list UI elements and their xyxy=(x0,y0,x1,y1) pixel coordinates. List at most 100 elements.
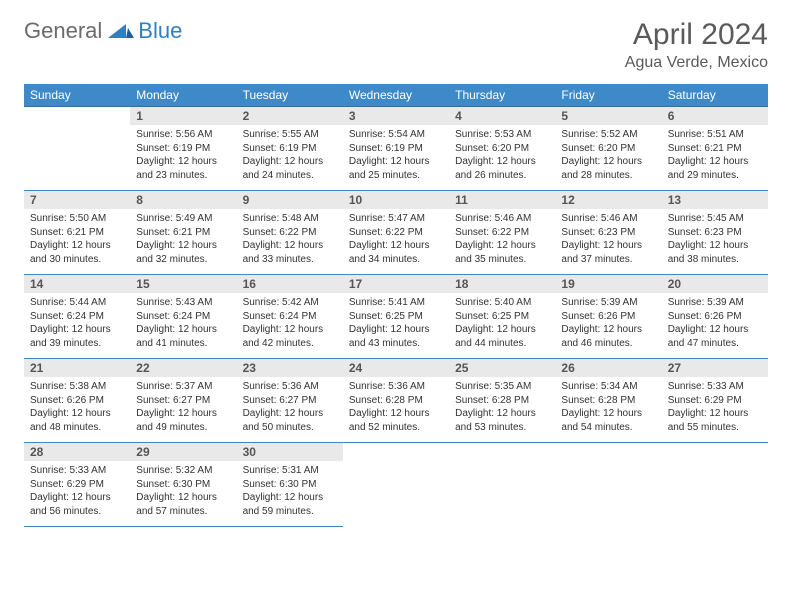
day-details: Sunrise: 5:56 AMSunset: 6:19 PMDaylight:… xyxy=(130,125,236,188)
calendar-cell: .. xyxy=(449,443,555,527)
day-number: 14 xyxy=(24,275,130,293)
day-number: 10 xyxy=(343,191,449,209)
day-details: Sunrise: 5:55 AMSunset: 6:19 PMDaylight:… xyxy=(237,125,343,188)
day-details: Sunrise: 5:49 AMSunset: 6:21 PMDaylight:… xyxy=(130,209,236,272)
day-number: 23 xyxy=(237,359,343,377)
day-details: Sunrise: 5:48 AMSunset: 6:22 PMDaylight:… xyxy=(237,209,343,272)
calendar-cell: .. xyxy=(24,107,130,191)
day-details: Sunrise: 5:36 AMSunset: 6:28 PMDaylight:… xyxy=(343,377,449,440)
calendar-cell: 6Sunrise: 5:51 AMSunset: 6:21 PMDaylight… xyxy=(662,107,768,191)
day-number: 22 xyxy=(130,359,236,377)
calendar-cell: 25Sunrise: 5:35 AMSunset: 6:28 PMDayligh… xyxy=(449,359,555,443)
calendar-cell: 19Sunrise: 5:39 AMSunset: 6:26 PMDayligh… xyxy=(555,275,661,359)
day-details: Sunrise: 5:39 AMSunset: 6:26 PMDaylight:… xyxy=(662,293,768,356)
weekday-header-row: Sunday Monday Tuesday Wednesday Thursday… xyxy=(24,84,768,107)
logo-triangle-icon xyxy=(108,20,134,43)
day-number: 6 xyxy=(662,107,768,125)
day-number: 20 xyxy=(662,275,768,293)
logo-text-general: General xyxy=(24,18,102,44)
day-number: 11 xyxy=(449,191,555,209)
title-block: April 2024 Agua Verde, Mexico xyxy=(625,18,768,72)
calendar-cell: 1Sunrise: 5:56 AMSunset: 6:19 PMDaylight… xyxy=(130,107,236,191)
calendar-row: 14Sunrise: 5:44 AMSunset: 6:24 PMDayligh… xyxy=(24,275,768,359)
day-number: 12 xyxy=(555,191,661,209)
day-number: 27 xyxy=(662,359,768,377)
calendar-cell: 26Sunrise: 5:34 AMSunset: 6:28 PMDayligh… xyxy=(555,359,661,443)
calendar-cell: 11Sunrise: 5:46 AMSunset: 6:22 PMDayligh… xyxy=(449,191,555,275)
day-number: 28 xyxy=(24,443,130,461)
header: General Blue April 2024 Agua Verde, Mexi… xyxy=(24,18,768,72)
day-number: 7 xyxy=(24,191,130,209)
day-number: 9 xyxy=(237,191,343,209)
calendar-row: 28Sunrise: 5:33 AMSunset: 6:29 PMDayligh… xyxy=(24,443,768,527)
day-number: 30 xyxy=(237,443,343,461)
day-details: Sunrise: 5:54 AMSunset: 6:19 PMDaylight:… xyxy=(343,125,449,188)
calendar-cell: 21Sunrise: 5:38 AMSunset: 6:26 PMDayligh… xyxy=(24,359,130,443)
calendar-cell: 14Sunrise: 5:44 AMSunset: 6:24 PMDayligh… xyxy=(24,275,130,359)
calendar-cell: 15Sunrise: 5:43 AMSunset: 6:24 PMDayligh… xyxy=(130,275,236,359)
weekday-header: Thursday xyxy=(449,84,555,107)
logo: General Blue xyxy=(24,18,182,44)
logo-text-blue: Blue xyxy=(138,18,182,44)
day-number: 17 xyxy=(343,275,449,293)
calendar-cell: 13Sunrise: 5:45 AMSunset: 6:23 PMDayligh… xyxy=(662,191,768,275)
day-number: 2 xyxy=(237,107,343,125)
day-details: Sunrise: 5:41 AMSunset: 6:25 PMDaylight:… xyxy=(343,293,449,356)
day-details: Sunrise: 5:33 AMSunset: 6:29 PMDaylight:… xyxy=(24,461,130,524)
day-number: 16 xyxy=(237,275,343,293)
day-details: Sunrise: 5:34 AMSunset: 6:28 PMDaylight:… xyxy=(555,377,661,440)
day-details: Sunrise: 5:31 AMSunset: 6:30 PMDaylight:… xyxy=(237,461,343,524)
day-details: Sunrise: 5:50 AMSunset: 6:21 PMDaylight:… xyxy=(24,209,130,272)
day-number: 5 xyxy=(555,107,661,125)
day-details: Sunrise: 5:32 AMSunset: 6:30 PMDaylight:… xyxy=(130,461,236,524)
calendar-cell: 5Sunrise: 5:52 AMSunset: 6:20 PMDaylight… xyxy=(555,107,661,191)
calendar-cell: 20Sunrise: 5:39 AMSunset: 6:26 PMDayligh… xyxy=(662,275,768,359)
day-details: Sunrise: 5:51 AMSunset: 6:21 PMDaylight:… xyxy=(662,125,768,188)
calendar-row: ..1Sunrise: 5:56 AMSunset: 6:19 PMDaylig… xyxy=(24,107,768,191)
calendar-cell: 18Sunrise: 5:40 AMSunset: 6:25 PMDayligh… xyxy=(449,275,555,359)
day-number: 4 xyxy=(449,107,555,125)
day-details: Sunrise: 5:38 AMSunset: 6:26 PMDaylight:… xyxy=(24,377,130,440)
month-title: April 2024 xyxy=(625,18,768,52)
calendar-cell: 30Sunrise: 5:31 AMSunset: 6:30 PMDayligh… xyxy=(237,443,343,527)
calendar-cell: 23Sunrise: 5:36 AMSunset: 6:27 PMDayligh… xyxy=(237,359,343,443)
day-details: Sunrise: 5:46 AMSunset: 6:23 PMDaylight:… xyxy=(555,209,661,272)
calendar-cell: .. xyxy=(343,443,449,527)
calendar-cell: 12Sunrise: 5:46 AMSunset: 6:23 PMDayligh… xyxy=(555,191,661,275)
day-number: 18 xyxy=(449,275,555,293)
day-details: Sunrise: 5:36 AMSunset: 6:27 PMDaylight:… xyxy=(237,377,343,440)
calendar-cell: .. xyxy=(662,443,768,527)
calendar-row: 21Sunrise: 5:38 AMSunset: 6:26 PMDayligh… xyxy=(24,359,768,443)
calendar-cell: 24Sunrise: 5:36 AMSunset: 6:28 PMDayligh… xyxy=(343,359,449,443)
day-details: Sunrise: 5:53 AMSunset: 6:20 PMDaylight:… xyxy=(449,125,555,188)
day-details: Sunrise: 5:42 AMSunset: 6:24 PMDaylight:… xyxy=(237,293,343,356)
day-number: 13 xyxy=(662,191,768,209)
day-number: 3 xyxy=(343,107,449,125)
day-details: Sunrise: 5:39 AMSunset: 6:26 PMDaylight:… xyxy=(555,293,661,356)
day-details: Sunrise: 5:37 AMSunset: 6:27 PMDaylight:… xyxy=(130,377,236,440)
day-number: 25 xyxy=(449,359,555,377)
weekday-header: Sunday xyxy=(24,84,130,107)
calendar-cell: 4Sunrise: 5:53 AMSunset: 6:20 PMDaylight… xyxy=(449,107,555,191)
day-number: 24 xyxy=(343,359,449,377)
calendar-cell: 3Sunrise: 5:54 AMSunset: 6:19 PMDaylight… xyxy=(343,107,449,191)
day-number: 26 xyxy=(555,359,661,377)
day-number: 8 xyxy=(130,191,236,209)
day-details: Sunrise: 5:47 AMSunset: 6:22 PMDaylight:… xyxy=(343,209,449,272)
calendar-table: Sunday Monday Tuesday Wednesday Thursday… xyxy=(24,84,768,527)
calendar-cell: 22Sunrise: 5:37 AMSunset: 6:27 PMDayligh… xyxy=(130,359,236,443)
calendar-cell: 9Sunrise: 5:48 AMSunset: 6:22 PMDaylight… xyxy=(237,191,343,275)
day-details: Sunrise: 5:43 AMSunset: 6:24 PMDaylight:… xyxy=(130,293,236,356)
calendar-cell: 28Sunrise: 5:33 AMSunset: 6:29 PMDayligh… xyxy=(24,443,130,527)
weekday-header: Friday xyxy=(555,84,661,107)
weekday-header: Saturday xyxy=(662,84,768,107)
day-details: Sunrise: 5:40 AMSunset: 6:25 PMDaylight:… xyxy=(449,293,555,356)
day-details: Sunrise: 5:52 AMSunset: 6:20 PMDaylight:… xyxy=(555,125,661,188)
calendar-cell: 2Sunrise: 5:55 AMSunset: 6:19 PMDaylight… xyxy=(237,107,343,191)
calendar-cell: 16Sunrise: 5:42 AMSunset: 6:24 PMDayligh… xyxy=(237,275,343,359)
calendar-cell: 27Sunrise: 5:33 AMSunset: 6:29 PMDayligh… xyxy=(662,359,768,443)
calendar-cell: 7Sunrise: 5:50 AMSunset: 6:21 PMDaylight… xyxy=(24,191,130,275)
calendar-cell: 8Sunrise: 5:49 AMSunset: 6:21 PMDaylight… xyxy=(130,191,236,275)
day-number: 1 xyxy=(130,107,236,125)
day-details: Sunrise: 5:45 AMSunset: 6:23 PMDaylight:… xyxy=(662,209,768,272)
